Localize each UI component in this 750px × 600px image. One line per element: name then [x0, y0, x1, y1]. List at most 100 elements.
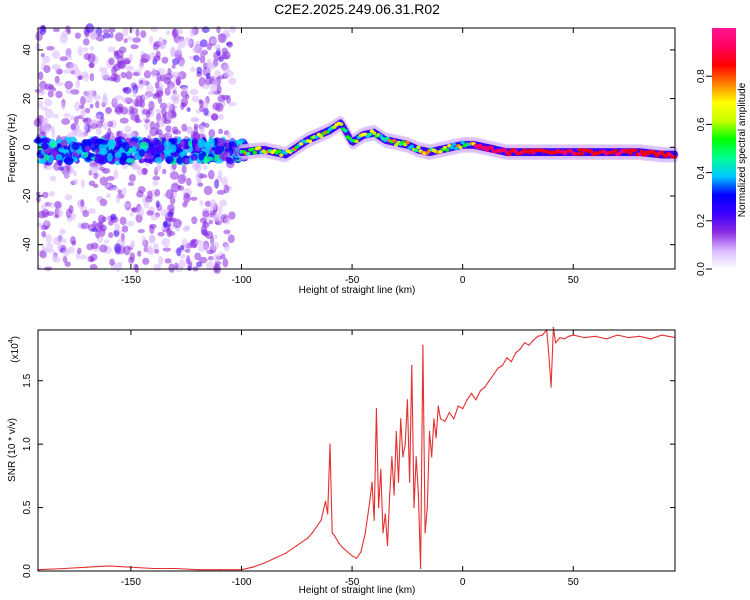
spectrogram-noise-blob: [128, 53, 134, 62]
snr-point: [63, 567, 66, 570]
figure-title: C2E2.2025.249.06.31.R02: [274, 1, 440, 17]
spectrogram-noise-blob: [80, 110, 86, 119]
spectrogram-noise-blob: [164, 258, 172, 264]
spectrogram-noise-blob: [140, 53, 150, 63]
spectrogram-band-blob: [99, 147, 107, 156]
spectrogram-noise-blob: [154, 188, 161, 197]
snr-point: [331, 532, 333, 534]
spectrogram-noise-blob: [144, 118, 151, 124]
snr-point: [296, 545, 298, 547]
spectrogram-noise-blob: [114, 243, 122, 253]
spectrogram-noise-blob: [66, 29, 72, 35]
spectrogram-noise-blob: [222, 64, 231, 74]
spectrogram-noise-blob: [107, 46, 116, 53]
spectrogram-noise-blob: [149, 35, 154, 45]
spectrogram-noise-blob: [226, 131, 232, 139]
snr-point: [402, 456, 404, 458]
spectrogram-noise-blob: [43, 65, 51, 74]
spectrogram-ridge-core: [451, 142, 457, 147]
spectrogram-noise-blob: [182, 201, 188, 208]
snr-point: [439, 418, 442, 420]
spectrogram-noise-blob: [52, 113, 59, 119]
spectrogram-noise-blob: [209, 38, 218, 44]
spectrogram-noise-blob: [128, 26, 135, 33]
snr-point: [422, 344, 424, 346]
snr-background: [38, 330, 675, 571]
snr-x-tick-label: 0: [460, 577, 466, 588]
spectrogram-ridge-core: [659, 150, 664, 155]
spectrogram-noise-blob: [99, 166, 105, 172]
snr-point: [174, 567, 176, 570]
snr-x-tick-label: -150: [121, 577, 141, 588]
spectrogram-noise-blob: [77, 247, 82, 255]
spectrogram-ridge-core: [367, 132, 372, 137]
snr-point: [327, 513, 329, 515]
spectrogram-noise-blob: [176, 46, 183, 55]
spectrogram-ridge-core: [453, 146, 459, 151]
snr-x-axis: -150 -100 -50 0 50: [121, 330, 579, 588]
snr-point: [501, 364, 504, 367]
spectrogram-noise-blob: [63, 172, 71, 178]
snr-point: [417, 494, 420, 496]
spectrogram-noise-blob: [42, 55, 51, 64]
spectrogram-noise-blob: [121, 187, 127, 196]
spectrogram-ridge-core: [502, 148, 507, 152]
colorbar-label: Normalized spectral amplitude: [737, 82, 748, 217]
snr-point: [639, 335, 641, 337]
spectrogram-noise-blob: [181, 86, 189, 92]
spectrogram-noise-blob: [108, 57, 115, 66]
spectrogram-noise-blob: [172, 28, 177, 39]
spectrogram-noise-blob: [152, 242, 159, 251]
spectrogram-noise-blob: [199, 217, 207, 223]
spectrogram-noise-blob: [38, 71, 44, 80]
snr-point: [453, 418, 455, 420]
spectrogram-noise-blob: [119, 216, 127, 226]
snr-point: [563, 338, 566, 340]
spectrogram-ridge-core: [460, 140, 465, 145]
spectrogram-noise-blob: [207, 169, 215, 180]
spectrogram-noise-blob: [39, 25, 47, 35]
spectrogram-noise-blob: [162, 168, 167, 175]
spectrogram-noise-blob: [77, 46, 83, 56]
snr-point: [510, 361, 512, 363]
snr-point: [424, 532, 426, 534]
spectrogram-noise-blob: [128, 243, 136, 249]
snr-y-scale: (x104): [8, 336, 21, 363]
snr-point: [428, 430, 431, 433]
spectrogram-ridge-core: [276, 149, 282, 154]
snr-point: [552, 326, 554, 329]
spectrogram-band-blob: [168, 138, 176, 143]
spectrogram-noise-blob: [167, 204, 175, 212]
spectrogram-ridge-core: [637, 152, 642, 156]
spectrogram-noise-blob: [36, 222, 43, 228]
spectrogram-noise-blob: [89, 72, 95, 82]
spectrogram-noise-blob: [177, 38, 187, 49]
spectrogram-noise-blob: [81, 71, 89, 78]
snr-point: [457, 405, 459, 407]
spectrogram-noise-blob: [56, 242, 62, 252]
spectrogram-noise-blob: [226, 94, 231, 104]
spectrogram-noise-blob: [47, 202, 55, 208]
spectrogram-noise-blob: [75, 79, 81, 89]
spectrogram-noise-blob: [210, 209, 216, 216]
spectrogram-noise-blob: [41, 230, 47, 238]
spectrogram-noise-blob: [58, 166, 64, 171]
spectrogram-noise-blob: [214, 44, 221, 51]
spectrogram-noise-blob: [208, 128, 216, 138]
spectrogram-y-tick-label: -40: [22, 237, 33, 252]
spectrogram-ridge-core: [256, 146, 262, 150]
spectrogram-noise-blob: [218, 128, 224, 135]
spectrogram-noise-blob: [99, 176, 109, 186]
spectrogram-noise-blob: [121, 225, 129, 233]
spectrogram-noise-blob: [64, 261, 71, 267]
spectrogram-noise-blob: [59, 33, 68, 44]
spectrogram-band-blob: [157, 144, 165, 152]
spectrogram-noise-blob: [63, 112, 71, 118]
colorbar-tick-label: 0.6: [696, 117, 707, 131]
snr-point: [484, 386, 486, 388]
spectrogram-noise-blob: [80, 95, 86, 106]
spectrogram-noise-blob: [129, 252, 136, 262]
spectrogram-noise-blob: [141, 168, 148, 175]
spectrogram-noise-blob: [169, 171, 179, 180]
spectrogram-x-axis: -150 -100 -50 0 50: [121, 28, 579, 286]
